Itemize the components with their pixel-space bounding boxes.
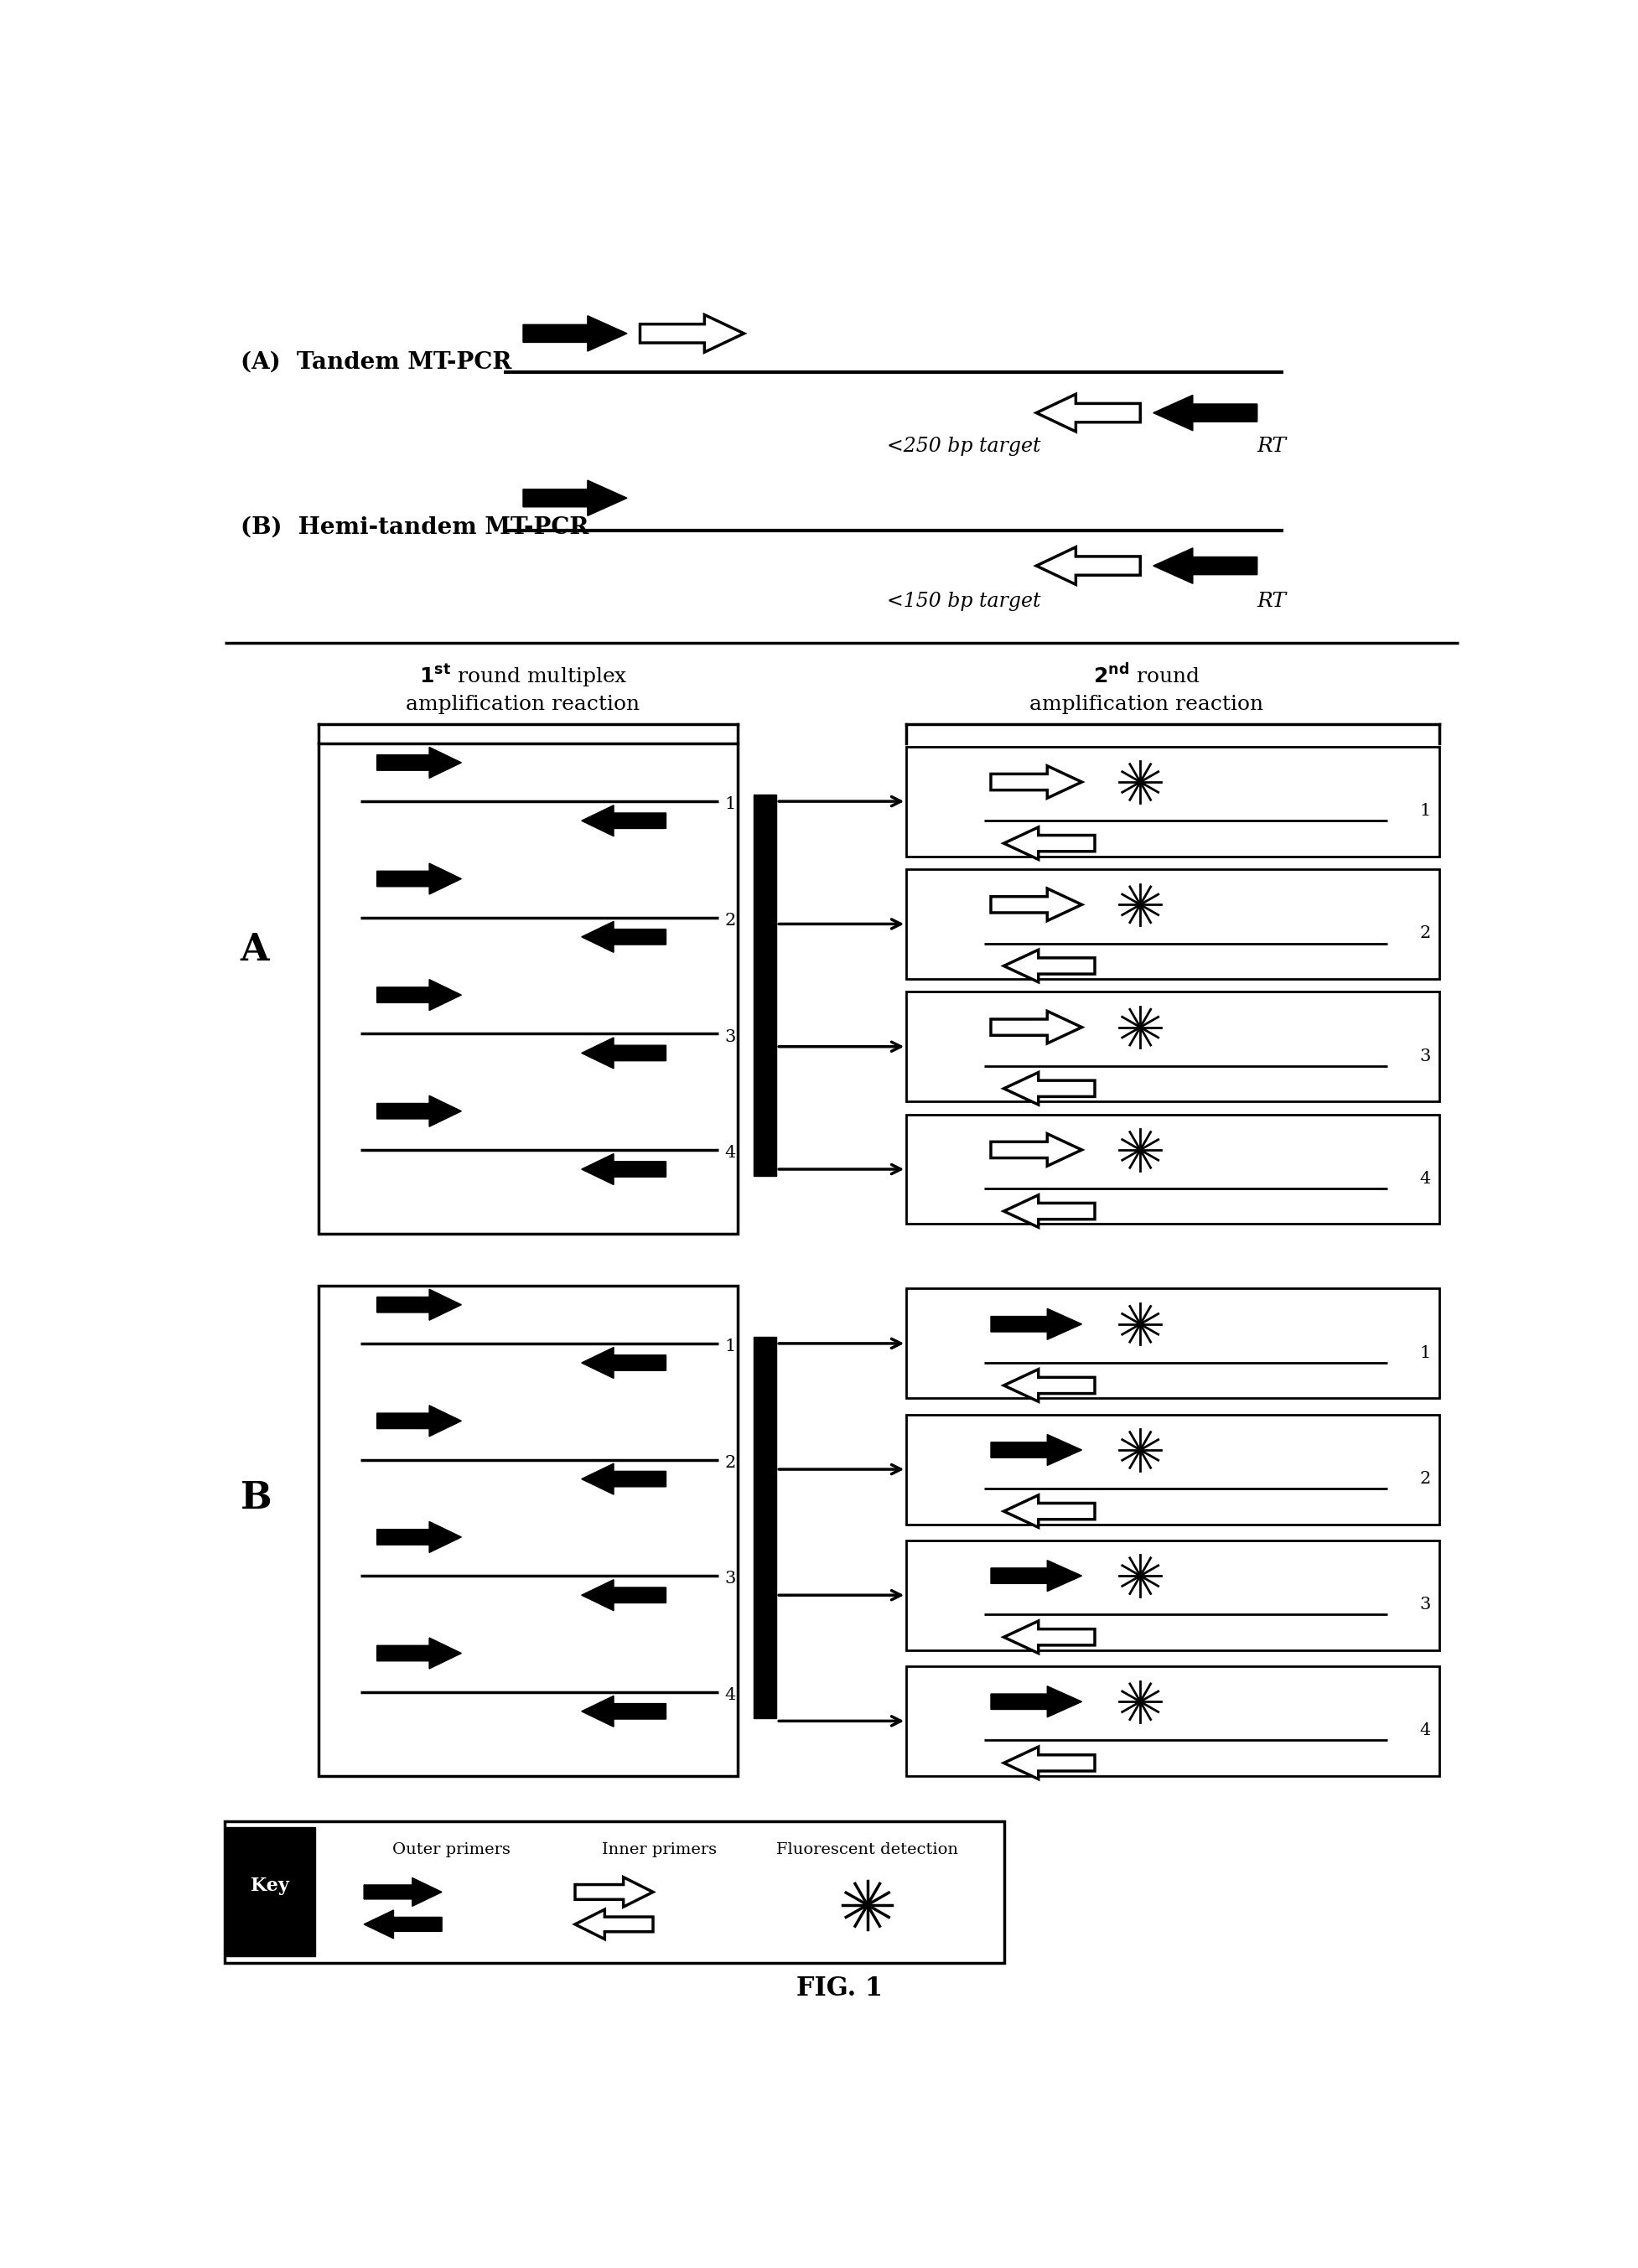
Polygon shape — [1004, 1746, 1094, 1778]
Polygon shape — [1037, 547, 1140, 585]
Polygon shape — [1037, 395, 1140, 431]
Polygon shape — [581, 1581, 667, 1610]
Polygon shape — [364, 1878, 442, 1905]
Text: 4: 4 — [1420, 1170, 1430, 1186]
Polygon shape — [991, 767, 1081, 798]
Text: Key: Key — [251, 1876, 288, 1894]
Text: Outer primers: Outer primers — [393, 1842, 511, 1857]
Text: (B)  Hemi-tandem MT-PCR: (B) Hemi-tandem MT-PCR — [241, 515, 588, 538]
Text: <150 bp target: <150 bp target — [886, 592, 1040, 610]
Text: $\mathbf{1^{st}}$ round multiplex: $\mathbf{1^{st}}$ round multiplex — [419, 662, 627, 689]
Text: 1: 1 — [724, 796, 735, 812]
FancyBboxPatch shape — [318, 1286, 737, 1776]
Text: 2: 2 — [1420, 925, 1430, 941]
Text: 4: 4 — [1420, 1724, 1430, 1740]
Text: amplification reaction: amplification reaction — [1030, 694, 1265, 714]
Polygon shape — [991, 1309, 1081, 1340]
Polygon shape — [377, 1406, 462, 1436]
Polygon shape — [991, 1012, 1081, 1043]
Text: Inner primers: Inner primers — [603, 1842, 717, 1857]
Polygon shape — [377, 864, 462, 894]
Text: Fluorescent detection: Fluorescent detection — [776, 1842, 958, 1857]
Polygon shape — [377, 1637, 462, 1669]
Polygon shape — [364, 1910, 442, 1939]
Polygon shape — [523, 481, 627, 515]
Polygon shape — [575, 1878, 654, 1907]
FancyBboxPatch shape — [906, 869, 1440, 980]
Text: 2: 2 — [724, 912, 735, 928]
Text: 2: 2 — [724, 1454, 735, 1472]
FancyBboxPatch shape — [906, 1114, 1440, 1225]
Polygon shape — [991, 1560, 1081, 1592]
Text: $\mathbf{2^{nd}}$ round: $\mathbf{2^{nd}}$ round — [1093, 665, 1201, 687]
FancyBboxPatch shape — [906, 1667, 1440, 1776]
Polygon shape — [581, 1696, 667, 1726]
Polygon shape — [377, 1522, 462, 1554]
Polygon shape — [1004, 1195, 1094, 1227]
Polygon shape — [1004, 1370, 1094, 1402]
Polygon shape — [581, 805, 667, 837]
Text: 4: 4 — [724, 1687, 735, 1703]
Text: RT: RT — [1258, 438, 1286, 456]
Polygon shape — [1004, 828, 1094, 860]
Text: A: A — [241, 932, 269, 968]
Polygon shape — [581, 1463, 667, 1495]
Text: FIG. 1: FIG. 1 — [796, 1975, 883, 2003]
Polygon shape — [1153, 549, 1258, 583]
Polygon shape — [523, 315, 627, 352]
FancyBboxPatch shape — [906, 746, 1440, 857]
FancyBboxPatch shape — [906, 1415, 1440, 1524]
Text: 1: 1 — [1420, 803, 1432, 819]
FancyBboxPatch shape — [906, 991, 1440, 1102]
Polygon shape — [1004, 1073, 1094, 1105]
Text: 3: 3 — [724, 1572, 735, 1588]
Polygon shape — [581, 1347, 667, 1379]
Text: amplification reaction: amplification reaction — [406, 694, 640, 714]
Text: 1: 1 — [724, 1338, 735, 1354]
Polygon shape — [377, 1288, 462, 1320]
Text: (A)  Tandem MT-PCR: (A) Tandem MT-PCR — [241, 352, 511, 374]
Polygon shape — [1153, 395, 1258, 431]
Polygon shape — [1004, 950, 1094, 982]
Polygon shape — [991, 889, 1081, 921]
Polygon shape — [377, 980, 462, 1012]
FancyBboxPatch shape — [224, 1821, 1004, 1964]
Text: <250 bp target: <250 bp target — [886, 438, 1040, 456]
Text: B: B — [241, 1481, 272, 1517]
Text: RT: RT — [1258, 592, 1286, 610]
Polygon shape — [1004, 1495, 1094, 1526]
Text: 1: 1 — [1420, 1345, 1432, 1361]
Polygon shape — [991, 1685, 1081, 1717]
FancyBboxPatch shape — [906, 1288, 1440, 1399]
Polygon shape — [377, 1095, 462, 1127]
Polygon shape — [575, 1910, 654, 1939]
Polygon shape — [581, 1036, 667, 1068]
Polygon shape — [377, 746, 462, 778]
Polygon shape — [991, 1134, 1081, 1166]
Text: 4: 4 — [724, 1145, 735, 1161]
Polygon shape — [640, 315, 744, 352]
Polygon shape — [581, 921, 667, 953]
Polygon shape — [1004, 1622, 1094, 1653]
Polygon shape — [581, 1154, 667, 1184]
Text: 3: 3 — [1420, 1597, 1432, 1613]
FancyBboxPatch shape — [318, 744, 737, 1234]
FancyBboxPatch shape — [906, 1540, 1440, 1651]
Polygon shape — [991, 1433, 1081, 1465]
Text: 3: 3 — [1420, 1048, 1432, 1064]
Text: 2: 2 — [1420, 1472, 1430, 1488]
Text: 3: 3 — [724, 1030, 735, 1046]
